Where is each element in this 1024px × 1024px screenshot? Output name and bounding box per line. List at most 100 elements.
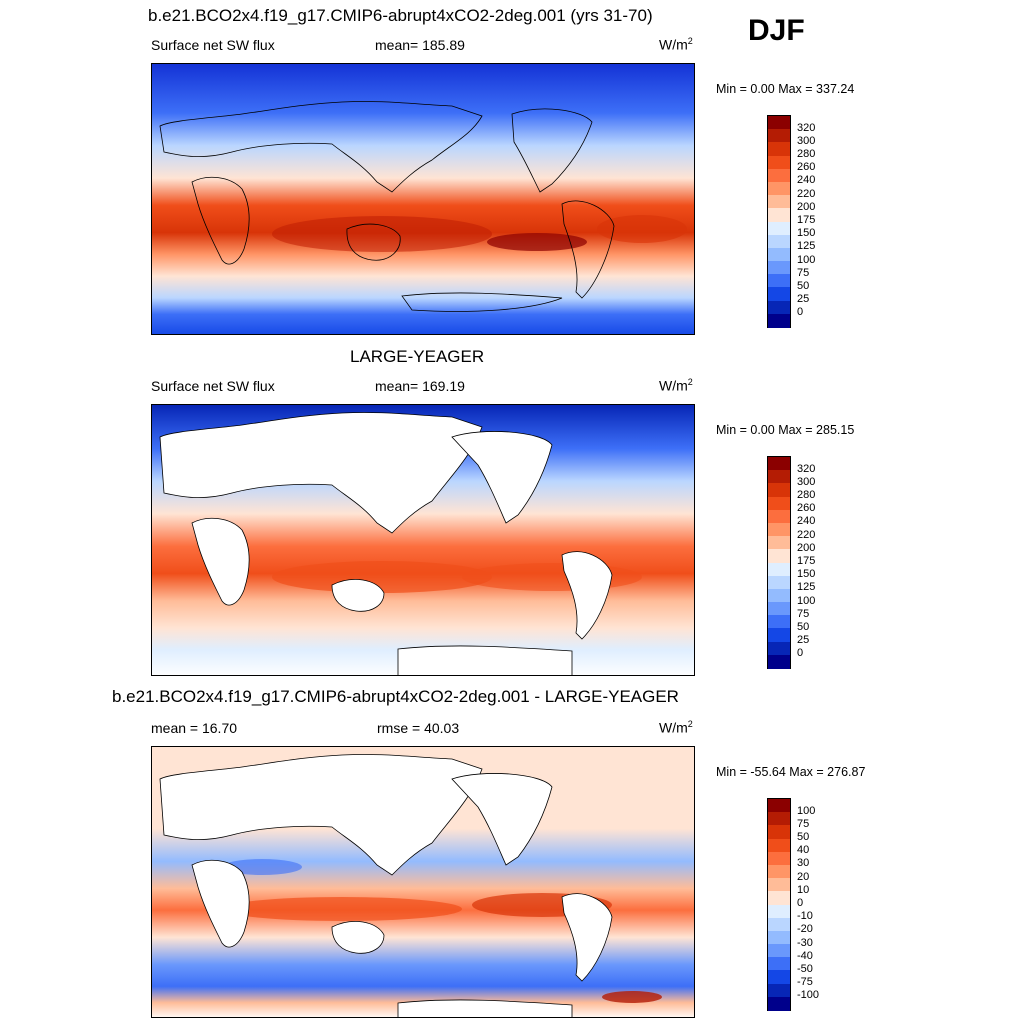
colorbar-tick-label: 25 (797, 293, 810, 306)
colorbar-swatch (768, 195, 790, 209)
colorbar-tick-label: 260 (797, 502, 816, 515)
colorbar-tick-label: 125 (797, 581, 816, 594)
colorbar-tick-label: 75 (797, 817, 810, 830)
colorbar-swatch (768, 628, 790, 643)
colorbar-swatch (768, 602, 790, 616)
panel-1-map (151, 63, 695, 335)
panel-2-colorbar-labels: 320 300 280 260 240 220 200 175 150 125 100 75 50 25 0 (797, 456, 837, 669)
colorbar-tick-label: 200 (797, 200, 816, 213)
colorbar-swatch (768, 864, 790, 879)
colorbar-swatch (768, 129, 790, 143)
colorbar-tick-label: 125 (797, 240, 816, 253)
colorbar-swatch (768, 944, 790, 958)
panel-3-colorbar (767, 798, 791, 1011)
panel-3-rmse-label: rmse = 40.03 (377, 720, 460, 736)
colorbar-swatch (768, 891, 790, 905)
colorbar-tick-label: 50 (797, 279, 810, 292)
colorbar-swatch (768, 247, 790, 262)
colorbar-tick-label: 260 (797, 161, 816, 174)
colorbar-swatch (768, 812, 790, 826)
panel-1-mean-label: mean= 185.89 (375, 37, 465, 53)
colorbar-tick-label: -20 (797, 923, 813, 936)
colorbar-tick-label: 0 (797, 897, 804, 909)
colorbar-swatch (768, 287, 790, 302)
colorbar-swatch (768, 261, 790, 275)
colorbar-tick-label: 175 (797, 555, 816, 567)
colorbar-tick-label: 10 (797, 883, 810, 896)
colorbar-tick-label: 300 (797, 475, 816, 488)
panel-1-min-max: Min = 0.00 Max = 337.24 (716, 82, 855, 96)
panel-3-land-mask (159, 754, 613, 1017)
colorbar-tick-label: 50 (797, 620, 810, 633)
colorbar-tick-label: 320 (797, 121, 816, 134)
panel-2-variable-label: Surface net SW flux (151, 378, 275, 394)
colorbar-swatch (768, 522, 790, 537)
panel-2-map (151, 404, 695, 676)
colorbar-swatch (768, 274, 790, 288)
season-label: DJF (748, 14, 805, 47)
colorbar-swatch (768, 116, 790, 130)
colorbar-tick-label: 75 (797, 607, 810, 620)
colorbar-swatch (768, 588, 790, 603)
colorbar-swatch (768, 615, 790, 629)
panel-1-units: W/m2 (659, 36, 693, 53)
colorbar-tick-label: -30 (797, 936, 813, 949)
colorbar-swatch (768, 917, 790, 932)
panel-3-colorbar-labels: 100 75 50 40 30 20 10 0 -10 -20 -30 -40 -50 -75 -100 (797, 798, 837, 1011)
colorbar-swatch (768, 562, 790, 577)
colorbar-swatch (768, 457, 790, 471)
colorbar-tick-label: 240 (797, 174, 816, 187)
panel-3-mean-label: mean = 16.70 (151, 720, 238, 736)
colorbar-swatch (768, 838, 790, 853)
colorbar-tick-label: 40 (797, 844, 810, 857)
colorbar-tick-label: 25 (797, 634, 810, 647)
colorbar-swatch (768, 904, 790, 919)
colorbar-tick-label: -10 (797, 910, 813, 923)
colorbar-swatch (768, 654, 790, 669)
colorbar-swatch (768, 799, 790, 813)
colorbar-swatch (768, 181, 790, 196)
colorbar-tick-label: 220 (797, 187, 816, 200)
colorbar-tick-label: 50 (797, 831, 810, 844)
colorbar-tick-label: 75 (797, 266, 810, 279)
colorbar-tick-label: -50 (797, 962, 813, 975)
colorbar-tick-label: 220 (797, 528, 816, 541)
colorbar-swatch (768, 641, 790, 656)
colorbar-swatch (768, 536, 790, 550)
panel-1-coastlines (159, 101, 615, 312)
colorbar-swatch (768, 142, 790, 157)
colorbar-tick-label: -100 (797, 989, 820, 1002)
colorbar-swatch (768, 313, 790, 328)
colorbar-tick-label: 0 (797, 306, 804, 319)
colorbar-swatch (768, 300, 790, 315)
panel-1-title: b.e21.BCO2x4.f19_g17.CMIP6-abrupt4xCO2-2… (148, 6, 653, 25)
colorbar-tick-label: 300 (797, 134, 816, 147)
panel-3-map (151, 746, 695, 1018)
colorbar-tick-label: 100 (797, 804, 816, 817)
colorbar-swatch (768, 930, 790, 945)
panel-2-colorbar (767, 456, 791, 669)
colorbar-swatch (768, 878, 790, 892)
colorbar-swatch (768, 983, 790, 998)
panel-2-min-max: Min = 0.00 Max = 285.15 (716, 423, 855, 437)
colorbar-swatch (768, 575, 790, 590)
colorbar-swatch (768, 851, 790, 866)
colorbar-tick-label: -40 (797, 949, 813, 962)
colorbar-swatch (768, 549, 790, 563)
colorbar-tick-label: 240 (797, 515, 816, 528)
panel-2-title: LARGE-YEAGER (350, 347, 485, 366)
colorbar-tick-label: 320 (797, 462, 816, 475)
panel-3-title: b.e21.BCO2x4.f19_g17.CMIP6-abrupt4xCO2-2… (112, 687, 679, 706)
colorbar-swatch (768, 825, 790, 840)
colorbar-swatch (768, 957, 790, 971)
colorbar-tick-label: 100 (797, 253, 816, 266)
colorbar-swatch (768, 155, 790, 170)
panel-1-colorbar-labels: 320 300 280 260 240 220 200 175 150 125 100 75 50 25 0 (797, 115, 837, 328)
panel-3-min-max: Min = -55.64 Max = 276.87 (716, 765, 866, 779)
panel-1-variable-label: Surface net SW flux (151, 37, 275, 53)
colorbar-tick-label: 30 (797, 857, 810, 870)
colorbar-tick-label: 280 (797, 148, 816, 161)
colorbar-tick-label: 150 (797, 568, 816, 581)
colorbar-swatch (768, 470, 790, 484)
panel-2-land-mask (159, 412, 613, 675)
